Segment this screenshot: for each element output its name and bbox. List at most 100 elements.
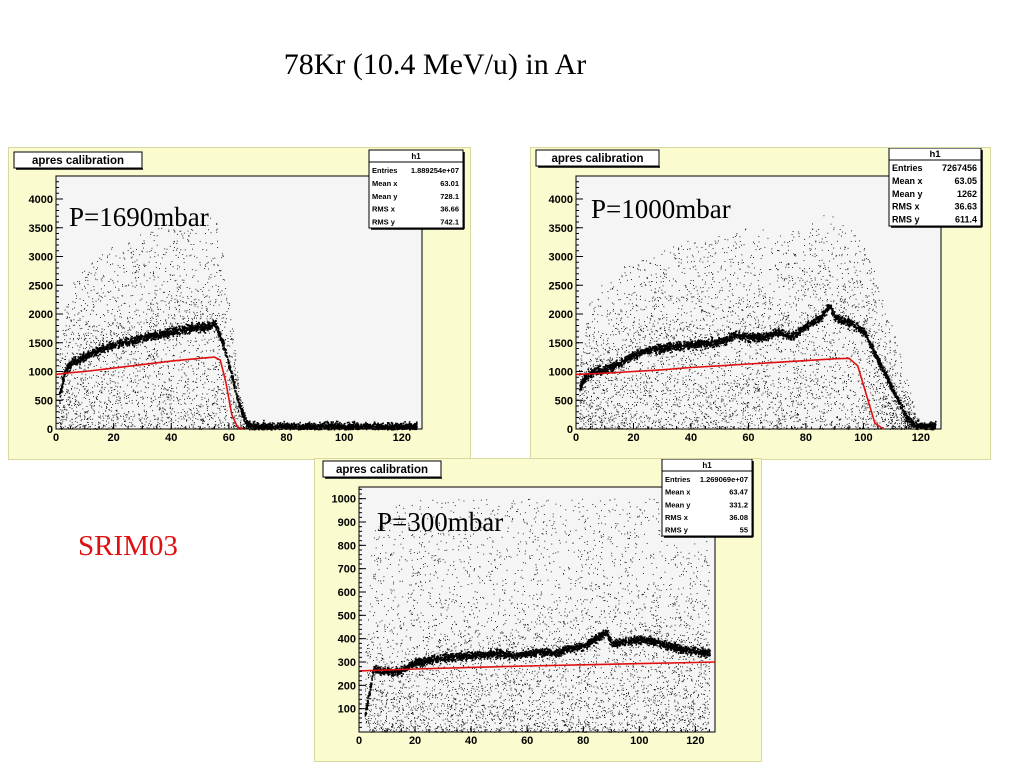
scatter-point <box>149 256 151 258</box>
scatter-point <box>204 373 205 375</box>
scatter-point <box>207 413 209 415</box>
scatter-point <box>208 398 209 400</box>
scatter-point <box>142 377 144 379</box>
scatter-point <box>137 344 139 346</box>
scatter-point <box>68 427 69 429</box>
scatter-point <box>74 413 76 415</box>
scatter-point <box>139 370 141 372</box>
scatter-point <box>114 297 116 299</box>
scatter-point <box>168 231 170 232</box>
scatter-point <box>87 395 89 396</box>
scatter-point <box>66 400 67 402</box>
scatter-point <box>90 350 92 351</box>
scatter-point <box>204 264 206 266</box>
scatter-point <box>137 322 139 324</box>
scatter-point <box>69 401 71 403</box>
scatter-point <box>107 404 109 405</box>
scatter-point <box>190 412 192 414</box>
scatter-point <box>115 353 117 355</box>
scatter-point <box>176 247 178 249</box>
scatter-point <box>68 328 69 330</box>
scatter-point <box>88 426 90 428</box>
scatter-point <box>188 344 190 346</box>
scatter-point <box>177 323 179 325</box>
scatter-point <box>144 242 145 244</box>
scatter-point <box>233 398 234 400</box>
scatter-point <box>158 385 160 387</box>
scatter-point <box>120 357 122 359</box>
scatter-point <box>201 356 203 358</box>
scatter-point <box>157 356 159 358</box>
scatter-point <box>119 323 121 325</box>
scatter-point <box>190 229 192 231</box>
scatter-point <box>201 418 203 420</box>
scatter-point <box>157 422 159 424</box>
scatter-point <box>81 289 83 291</box>
scatter-point <box>175 279 177 281</box>
scatter-point <box>178 311 180 313</box>
scatter-point <box>165 267 167 269</box>
scatter-point <box>155 262 157 263</box>
scatter-point <box>161 330 163 332</box>
scatter-point <box>114 271 116 273</box>
scatter-point <box>223 255 224 257</box>
scatter-point <box>225 314 226 316</box>
scatter-point <box>68 342 70 344</box>
scatter-point <box>100 334 102 336</box>
scatter-point <box>240 400 242 401</box>
scatter-point <box>93 396 94 398</box>
scatter-point <box>201 399 203 401</box>
scatter-point <box>154 324 155 326</box>
scatter-point <box>199 318 201 320</box>
scatter-point <box>162 407 164 409</box>
scatter-point <box>142 243 143 244</box>
scatter-point <box>76 322 77 323</box>
scatter-point <box>98 405 100 407</box>
scatter-point <box>188 408 190 410</box>
scatter-point <box>239 397 241 399</box>
scatter-point <box>234 409 236 411</box>
scatter-point <box>219 364 220 366</box>
scatter-point <box>171 297 173 299</box>
scatter-point <box>86 277 88 278</box>
scatter-point <box>110 387 112 389</box>
scatter-point <box>86 427 88 429</box>
scatter-point <box>91 423 93 425</box>
scatter-point <box>134 414 136 416</box>
scatter-point <box>78 402 80 404</box>
scatter-point <box>225 322 227 324</box>
scatter-point <box>164 254 166 256</box>
scatter-point <box>180 416 182 417</box>
scatter-point <box>66 409 68 411</box>
scatter-point <box>130 416 132 417</box>
scatter-point <box>236 407 238 409</box>
scatter-point <box>186 419 188 421</box>
scatter-point <box>107 371 109 372</box>
scatter-point <box>187 378 189 380</box>
scatter-point <box>79 427 81 428</box>
scatter-point <box>157 306 158 308</box>
scatter-point <box>235 415 237 417</box>
scatter-point <box>105 345 107 347</box>
scatter-point <box>117 382 119 384</box>
scatter-point <box>170 223 172 225</box>
scatter-point <box>114 315 116 317</box>
scatter-point <box>100 391 102 393</box>
scatter-point <box>187 383 189 385</box>
scatter-point <box>86 340 88 342</box>
scatter-point <box>217 240 218 242</box>
scatter-point <box>165 403 167 405</box>
scatter-point <box>237 428 239 430</box>
scatter-point <box>154 329 156 331</box>
scatter-point <box>244 421 246 423</box>
scatter-point <box>168 397 170 399</box>
scatter-point <box>170 300 172 302</box>
scatter-point <box>73 354 75 355</box>
scatter-point <box>141 353 142 355</box>
scatter-point <box>218 286 220 287</box>
scatter-point <box>212 418 214 420</box>
scatter-point <box>61 376 63 378</box>
scatter-point <box>106 340 108 342</box>
scatter-point <box>192 368 194 370</box>
scatter-point <box>155 325 157 327</box>
